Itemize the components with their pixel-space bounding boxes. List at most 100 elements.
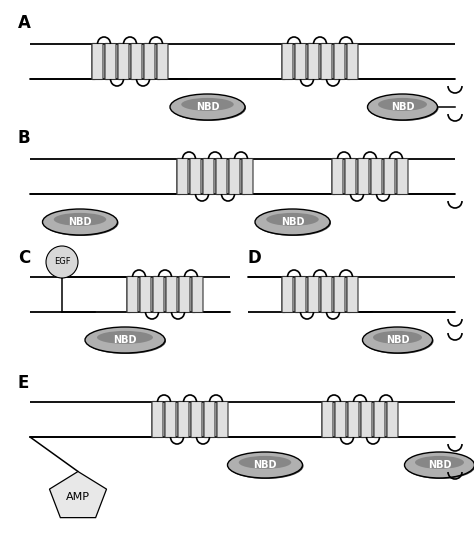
FancyBboxPatch shape [153,277,164,312]
FancyBboxPatch shape [190,159,201,194]
Text: C: C [18,249,30,267]
FancyBboxPatch shape [203,159,214,194]
FancyBboxPatch shape [295,43,306,80]
Text: NBD: NBD [386,335,409,345]
Ellipse shape [43,209,118,235]
FancyBboxPatch shape [192,277,203,312]
Ellipse shape [256,210,331,236]
FancyBboxPatch shape [332,159,336,194]
FancyBboxPatch shape [347,277,358,312]
FancyBboxPatch shape [118,43,121,80]
FancyBboxPatch shape [334,277,337,312]
FancyBboxPatch shape [177,159,188,194]
Text: E: E [18,374,29,392]
Ellipse shape [44,210,118,236]
FancyBboxPatch shape [118,43,129,80]
FancyBboxPatch shape [358,159,369,194]
FancyBboxPatch shape [192,277,195,312]
Text: NBD: NBD [428,460,451,470]
FancyBboxPatch shape [295,43,299,80]
FancyBboxPatch shape [295,277,306,312]
FancyBboxPatch shape [384,159,388,194]
Ellipse shape [228,452,302,478]
FancyBboxPatch shape [387,402,391,437]
Ellipse shape [239,456,291,469]
Text: EGF: EGF [54,257,70,266]
FancyBboxPatch shape [371,159,382,194]
Ellipse shape [373,331,422,344]
FancyBboxPatch shape [152,402,163,437]
FancyBboxPatch shape [387,402,398,437]
Ellipse shape [171,95,246,121]
FancyBboxPatch shape [295,277,299,312]
FancyBboxPatch shape [144,43,155,80]
FancyBboxPatch shape [345,159,348,194]
FancyBboxPatch shape [308,277,311,312]
FancyBboxPatch shape [165,402,176,437]
FancyBboxPatch shape [157,43,168,80]
Text: NBD: NBD [253,460,277,470]
Ellipse shape [404,452,474,478]
FancyBboxPatch shape [397,159,408,194]
FancyBboxPatch shape [308,277,319,312]
FancyBboxPatch shape [229,159,240,194]
FancyBboxPatch shape [216,159,219,194]
FancyBboxPatch shape [191,402,194,437]
Text: A: A [18,14,31,32]
Ellipse shape [363,327,432,353]
FancyBboxPatch shape [374,402,385,437]
FancyBboxPatch shape [105,43,116,80]
Ellipse shape [364,328,434,354]
Ellipse shape [228,453,303,479]
FancyBboxPatch shape [242,159,253,194]
Ellipse shape [170,94,245,120]
Ellipse shape [97,331,153,344]
FancyBboxPatch shape [322,402,326,437]
Ellipse shape [54,213,106,226]
FancyBboxPatch shape [308,43,311,80]
FancyBboxPatch shape [335,402,338,437]
FancyBboxPatch shape [179,277,190,312]
FancyBboxPatch shape [397,159,401,194]
FancyBboxPatch shape [347,43,350,80]
FancyBboxPatch shape [384,159,395,194]
FancyBboxPatch shape [358,159,362,194]
FancyBboxPatch shape [321,277,332,312]
FancyBboxPatch shape [321,43,332,80]
FancyBboxPatch shape [321,277,325,312]
FancyBboxPatch shape [144,43,147,80]
FancyBboxPatch shape [229,159,233,194]
FancyBboxPatch shape [242,159,246,194]
FancyBboxPatch shape [347,43,358,80]
Ellipse shape [405,453,474,479]
FancyBboxPatch shape [204,402,215,437]
FancyBboxPatch shape [348,402,359,437]
FancyBboxPatch shape [335,402,346,437]
FancyBboxPatch shape [334,43,337,80]
FancyBboxPatch shape [140,277,151,312]
FancyBboxPatch shape [157,43,161,80]
FancyBboxPatch shape [348,402,352,437]
Ellipse shape [367,94,438,120]
FancyBboxPatch shape [165,402,168,437]
Text: NBD: NBD [281,217,304,227]
FancyBboxPatch shape [153,277,156,312]
FancyBboxPatch shape [334,43,345,80]
FancyBboxPatch shape [140,277,144,312]
Text: NBD: NBD [113,335,137,345]
Ellipse shape [266,213,319,226]
FancyBboxPatch shape [203,159,207,194]
FancyBboxPatch shape [178,402,182,437]
FancyBboxPatch shape [322,402,333,437]
FancyBboxPatch shape [178,402,189,437]
FancyBboxPatch shape [179,277,182,312]
Circle shape [46,246,78,278]
FancyBboxPatch shape [321,43,325,80]
Text: AMP: AMP [66,492,90,502]
Ellipse shape [85,327,165,353]
Text: NBD: NBD [391,102,414,112]
Ellipse shape [86,328,166,354]
FancyBboxPatch shape [131,43,142,80]
FancyBboxPatch shape [334,277,345,312]
FancyBboxPatch shape [217,402,228,437]
